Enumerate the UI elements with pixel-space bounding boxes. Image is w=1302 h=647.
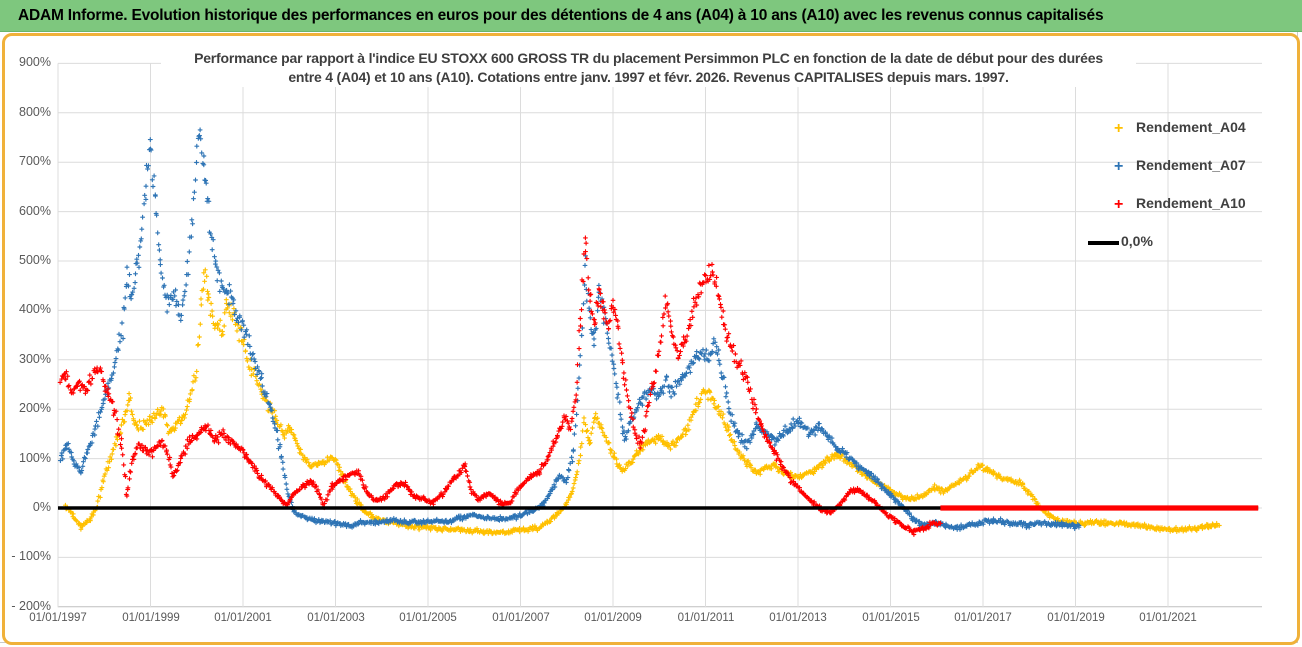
plus-marker-icon: +	[1114, 158, 1124, 175]
y-tick-label: 600%	[19, 204, 51, 218]
legend-label: Rendement_A10	[1136, 195, 1246, 211]
legend-label: Rendement_A07	[1136, 157, 1246, 173]
x-tick-label: 01/01/2005	[399, 612, 457, 624]
x-tick-label: 01/01/2017	[954, 612, 1012, 624]
legend-label: 0,0%	[1121, 233, 1153, 249]
series-rendement_a07	[57, 127, 1082, 532]
x-tick-label: 01/01/2021	[1139, 612, 1197, 624]
series-rendement_a10	[57, 235, 943, 537]
chart-title-line1: Performance par rapport à l'indice EU ST…	[194, 50, 1103, 66]
y-tick-label: 900%	[19, 55, 51, 69]
series-rendement_a04	[62, 267, 1222, 537]
x-tick-label: 01/01/1999	[122, 612, 180, 624]
plus-marker-icon: +	[1114, 196, 1124, 213]
x-tick-label: 01/01/2007	[492, 612, 550, 624]
x-tick-label: 01/01/2009	[584, 612, 642, 624]
x-tick-label: 01/01/2015	[862, 612, 920, 624]
plus-marker-icon: +	[1114, 120, 1124, 137]
chart-title: Performance par rapport à l'indice EU ST…	[161, 49, 1136, 87]
y-tick-label: 0%	[32, 500, 51, 514]
y-tick-label: 800%	[19, 105, 51, 119]
y-tick-label: - 100%	[11, 549, 51, 563]
x-tick-label: 01/01/2013	[769, 612, 827, 624]
x-tick-label: 01/01/2011	[677, 612, 735, 624]
y-tick-label: 200%	[19, 401, 51, 415]
header-title: ADAM Informe. Evolution historique des p…	[18, 7, 1104, 24]
x-tick-label: 01/01/2019	[1047, 612, 1105, 624]
y-tick-label: 300%	[19, 352, 51, 366]
y-tick-label: 400%	[19, 302, 51, 316]
y-tick-label: - 200%	[11, 599, 51, 613]
y-tick-label: 500%	[19, 253, 51, 267]
x-tick-label: 01/01/2001	[214, 612, 272, 624]
x-tick-label: 01/01/2003	[307, 612, 365, 624]
legend-label: Rendement_A04	[1136, 119, 1246, 135]
chart-title-line2: entre 4 (A04) et 10 ans (A10). Cotations…	[288, 69, 1009, 85]
header-bar: ADAM Informe. Evolution historique des p…	[0, 0, 1302, 32]
gridlines	[57, 62, 1262, 608]
zero-line-icon	[1088, 241, 1119, 245]
y-tick-label: 100%	[19, 451, 51, 465]
x-tick-label: 01/01/1997	[29, 612, 87, 624]
y-tick-label: 700%	[19, 154, 51, 168]
